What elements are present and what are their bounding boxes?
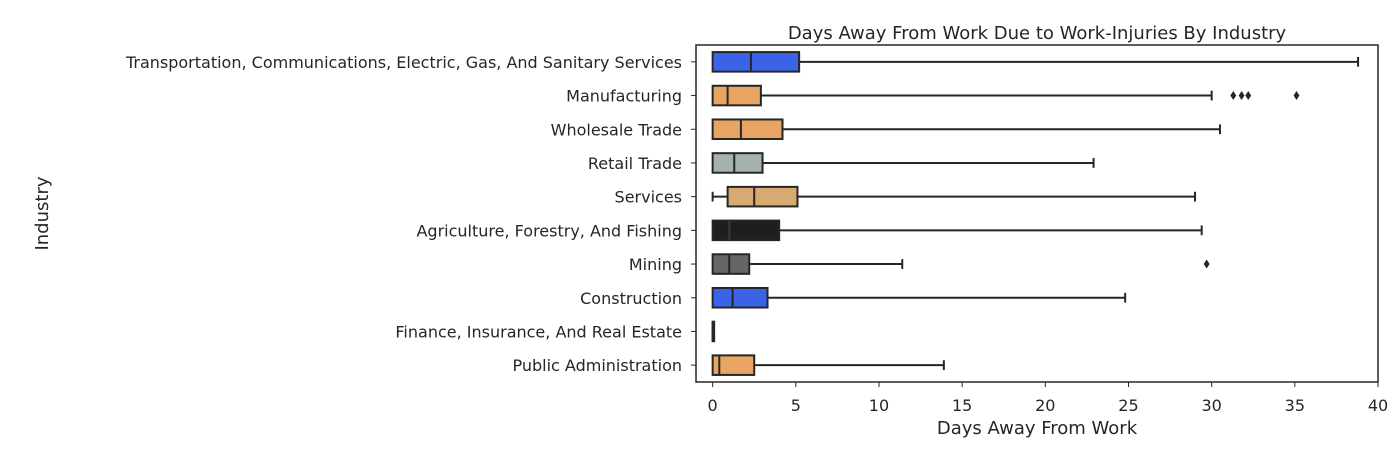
box-group-7 [711,286,1127,309]
y-tick-label: Services [615,188,682,207]
outlier-point [1203,259,1210,269]
chart-title: Days Away From Work Due to Work-Injuries… [788,23,1287,44]
box-group-2 [711,118,1221,141]
x-axis-title: Days Away From Work [937,418,1138,439]
x-tick-label: 30 [1201,396,1221,415]
outlier-point [1245,91,1252,101]
box-group-8 [711,320,716,343]
x-tick-label: 35 [1285,396,1305,415]
y-tick-label: Transportation, Communications, Electric… [125,53,682,72]
x-tick-label: 25 [1118,396,1138,415]
x-tick-label: 20 [1035,396,1055,415]
box [711,118,784,141]
outlier-point [1293,91,1300,101]
box [711,253,751,275]
x-tick-label: 5 [791,396,801,415]
y-axis-title: Industry [32,176,53,250]
box [711,152,764,174]
x-tick-label: 40 [1368,396,1388,415]
box-group-5 [711,219,1203,242]
box-group-6 [711,253,1210,275]
box-group-0 [711,51,1360,73]
box [711,286,769,309]
x-tick-label: 15 [952,396,972,415]
x-tick-label: 10 [869,396,889,415]
plot-frame [695,44,1379,383]
y-tick-label: Construction [580,289,682,308]
y-tick-layer: Transportation, Communications, Electric… [125,53,696,375]
box [711,51,801,73]
x-tick-layer: 0 5 10 15 20 25 30 35 40 [708,382,1388,415]
outlier-point [1230,91,1237,101]
y-tick-label: Wholesale Trade [551,120,682,139]
y-tick-label: Retail Trade [588,154,682,173]
box [711,84,762,107]
box [711,219,781,242]
outlier-point [1238,91,1245,101]
y-tick-label: Agriculture, Forestry, And Fishing [416,221,682,240]
box-group-4 [711,185,1197,208]
box [711,354,756,376]
y-tick-label: Mining [629,255,682,274]
y-tick-label: Public Administration [512,356,682,375]
x-tick-label: 0 [708,396,718,415]
box-group-9 [711,354,945,376]
y-tick-label: Finance, Insurance, And Real Estate [395,322,682,341]
box [726,185,799,208]
box-group-3 [711,152,1095,174]
y-tick-label: Manufacturing [566,87,682,106]
boxes-layer [711,51,1360,376]
box-group-1 [711,84,1300,107]
